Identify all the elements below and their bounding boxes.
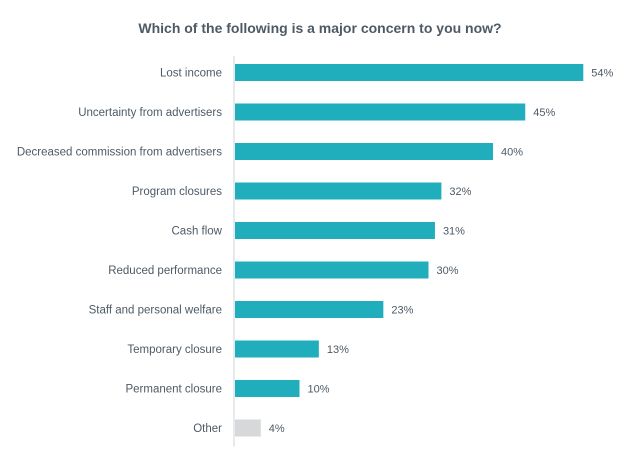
value-label: 10%	[308, 384, 330, 396]
value-label: 13%	[327, 344, 349, 356]
category-label: Uncertainty from advertisers	[78, 107, 222, 119]
category-label: Permanent closure	[125, 384, 222, 396]
bar	[235, 301, 384, 318]
value-label: 23%	[391, 305, 413, 317]
category-label: Cash flow	[172, 226, 223, 238]
chart-title: Which of the following is a major concer…	[138, 20, 502, 36]
bar	[235, 64, 584, 81]
bar	[235, 380, 300, 397]
bar	[235, 103, 526, 121]
bar	[235, 340, 319, 358]
category-label: Temporary closure	[127, 344, 222, 356]
category-label: Decreased commission from advertisers	[17, 147, 222, 159]
bar	[235, 143, 493, 160]
value-label: 30%	[437, 265, 459, 277]
category-label: Reduced performance	[108, 265, 222, 277]
bar	[235, 419, 261, 437]
value-label: 45%	[533, 107, 555, 119]
bar	[235, 222, 435, 239]
value-label: 54%	[591, 68, 613, 80]
value-label: 32%	[449, 186, 471, 198]
category-label: Lost income	[160, 68, 222, 80]
category-label: Program closures	[132, 186, 222, 198]
bar	[235, 261, 429, 279]
category-label: Other	[193, 423, 222, 435]
value-label: 4%	[269, 423, 285, 435]
category-label: Staff and personal welfare	[89, 305, 222, 317]
value-label: 31%	[443, 226, 465, 238]
value-label: 40%	[501, 147, 523, 159]
bar	[235, 182, 442, 200]
